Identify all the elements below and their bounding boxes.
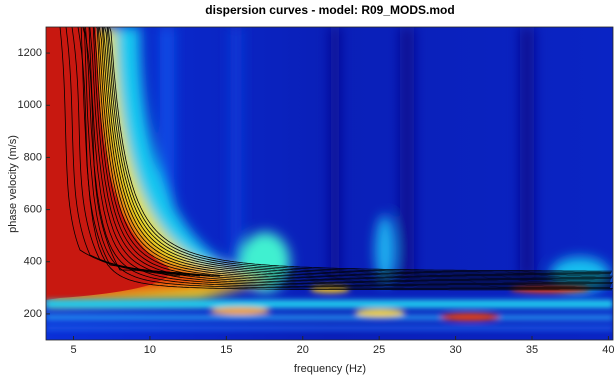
contour-line — [98, 27, 612, 279]
contour-line — [96, 27, 611, 282]
contour-line — [80, 27, 612, 291]
y-tick-label: 1200 — [18, 47, 42, 59]
x-tick-label: 5 — [70, 344, 76, 356]
contour-line — [101, 27, 612, 278]
x-tick-label: 35 — [526, 344, 538, 356]
x-tick-label: 30 — [449, 344, 461, 356]
x-tick-label: 20 — [297, 344, 309, 356]
y-axis-label: phase velocity (m/s) — [7, 135, 19, 233]
contour-line — [59, 27, 181, 277]
chart-title: dispersion curves - model: R09_MODS.mod — [205, 3, 454, 17]
y-tick-label: 800 — [24, 151, 42, 163]
contour-line — [106, 27, 611, 274]
contour-line — [102, 27, 613, 277]
contour-line — [65, 27, 191, 277]
contour-line — [104, 27, 611, 276]
contour-line — [82, 27, 613, 289]
y-tick-label: 200 — [24, 308, 42, 320]
x-tick-label: 40 — [602, 344, 614, 356]
contour-line — [83, 27, 221, 277]
x-tick-label: 25 — [373, 344, 385, 356]
contour-line — [109, 27, 612, 272]
x-axis-label: frequency (Hz) — [294, 363, 366, 375]
y-tick-label: 400 — [24, 256, 42, 268]
y-tick-label: 600 — [24, 203, 42, 215]
contour-line — [88, 27, 611, 287]
contour-line — [97, 27, 611, 281]
x-tick-label: 15 — [220, 344, 232, 356]
spectrum — [46, 27, 613, 340]
contour-line — [89, 27, 612, 286]
contour-line — [93, 27, 613, 283]
contour-line — [107, 27, 612, 273]
plot-frame — [45, 26, 614, 341]
contour-lines — [59, 27, 613, 291]
y-tick-label: 1000 — [18, 99, 42, 111]
contour-line — [85, 27, 611, 288]
x-tick-label: 10 — [144, 344, 156, 356]
